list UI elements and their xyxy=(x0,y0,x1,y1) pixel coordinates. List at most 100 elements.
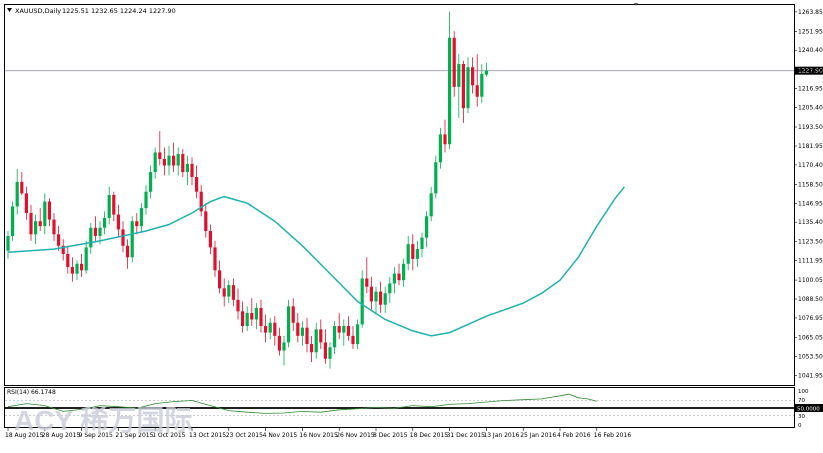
price-tick-label: 1065.05 xyxy=(798,334,823,341)
price-tick-label: 1170.40 xyxy=(798,162,823,169)
bullish-candle xyxy=(392,273,396,284)
bearish-candle xyxy=(259,308,263,327)
bullish-candle xyxy=(98,227,102,236)
bearish-candle xyxy=(443,134,447,145)
price-tick-label: 1041.95 xyxy=(798,372,823,379)
bearish-candle xyxy=(218,270,222,289)
bearish-candle xyxy=(305,327,309,345)
bearish-candle xyxy=(397,273,401,281)
bearish-candle xyxy=(121,229,125,246)
shift-marker-icon[interactable] xyxy=(634,3,638,6)
bearish-candle xyxy=(264,326,268,333)
bearish-candle xyxy=(277,335,281,351)
bearish-candle xyxy=(38,221,42,227)
price-tick-label: 1228.55 xyxy=(798,67,823,74)
rsi-title: RSI(14) 66.1748 xyxy=(7,389,56,396)
bullish-candle xyxy=(268,322,272,333)
bearish-candle xyxy=(195,176,199,192)
bearish-candle xyxy=(126,245,130,258)
bearish-candle xyxy=(181,154,185,173)
bullish-candle xyxy=(11,206,15,236)
bullish-candle xyxy=(300,327,304,336)
bearish-candle xyxy=(112,195,116,215)
ohlc-readout: 1225.51 1232.65 1224.24 1227.90 xyxy=(62,7,176,15)
price-tick-label: 1076.95 xyxy=(798,315,823,322)
collapse-triangle-icon[interactable] xyxy=(7,8,12,12)
bullish-candle xyxy=(425,216,429,238)
bearish-candle xyxy=(291,306,295,323)
bullish-candle xyxy=(43,201,47,227)
time-tick-label: 18 Aug 2015 xyxy=(5,432,44,439)
time-tick-label: 16 Nov 2015 xyxy=(299,432,338,439)
bullish-candle xyxy=(6,235,10,251)
bullish-candle xyxy=(457,63,461,87)
bearish-candle xyxy=(52,219,56,235)
bearish-candle xyxy=(24,193,28,214)
bearish-candle xyxy=(199,191,203,212)
bearish-candle xyxy=(80,263,84,271)
price-tick-label: 1216.95 xyxy=(798,86,823,93)
bullish-candle xyxy=(342,326,346,333)
bullish-candle xyxy=(434,162,438,194)
bullish-candle xyxy=(484,70,488,75)
symbol-title: XAUUSD,Daily xyxy=(15,7,61,15)
price-tick-label: 1193.50 xyxy=(798,124,823,131)
bullish-candle xyxy=(328,347,332,359)
time-tick-label: 8 Dec 2015 xyxy=(373,432,408,439)
bullish-candle xyxy=(448,37,452,145)
bearish-candle xyxy=(116,214,120,230)
bullish-candle xyxy=(356,324,360,345)
bullish-candle xyxy=(139,208,143,227)
bearish-candle xyxy=(310,344,314,353)
bullish-candle xyxy=(429,193,433,217)
price-tick-label: 1053.50 xyxy=(798,353,823,360)
rsi-level-box xyxy=(795,404,823,412)
bearish-candle xyxy=(452,37,456,87)
bearish-candle xyxy=(411,244,415,259)
bullish-candle xyxy=(438,134,442,163)
bearish-candle xyxy=(208,231,212,248)
bullish-candle xyxy=(103,217,107,228)
time-tick-label: 25 Jan 2016 xyxy=(520,432,556,439)
bearish-candle xyxy=(158,152,162,159)
bearish-candle xyxy=(135,221,139,227)
price-tick-label: 1088.50 xyxy=(798,296,823,303)
bearish-candle xyxy=(47,201,51,220)
bullish-candle xyxy=(314,329,318,353)
time-tick-label: 1 Oct 2015 xyxy=(152,432,185,439)
bearish-candle xyxy=(93,227,97,236)
bullish-candle xyxy=(466,67,470,109)
time-tick-label: 23 Oct 2015 xyxy=(226,432,263,439)
bullish-candle xyxy=(89,227,93,248)
bearish-candle xyxy=(475,85,479,97)
price-tick-label: 1135.40 xyxy=(798,219,823,226)
bullish-candle xyxy=(176,154,180,166)
bearish-candle xyxy=(241,311,245,327)
bullish-candle xyxy=(402,263,406,281)
bearish-candle xyxy=(351,335,355,345)
price-tick-label: 1181.95 xyxy=(798,143,823,150)
time-tick-label: 9 Sep 2015 xyxy=(79,432,113,439)
bearish-candle xyxy=(365,278,369,287)
bearish-candle xyxy=(70,267,74,274)
bearish-candle xyxy=(461,63,465,109)
bearish-candle xyxy=(346,326,350,336)
bearish-candle xyxy=(57,234,61,246)
time-tick-label: 28 Aug 2015 xyxy=(42,432,81,439)
current-price-label: 1227.90 xyxy=(798,68,823,75)
bullish-candle xyxy=(84,247,88,271)
price-tick-label: 1146.95 xyxy=(798,200,823,207)
time-tick-label: 13 Oct 2015 xyxy=(189,432,226,439)
bullish-candle xyxy=(374,291,378,302)
bullish-candle xyxy=(406,244,410,264)
rsi-tick-70: 70 xyxy=(798,398,805,404)
bullish-candle xyxy=(383,293,387,305)
time-tick-label: 4 Nov 2015 xyxy=(263,432,298,439)
time-tick-label: 26 Nov 2015 xyxy=(336,432,375,439)
bullish-candle xyxy=(480,73,484,97)
bearish-candle xyxy=(323,342,327,359)
bearish-candle xyxy=(319,329,323,343)
bullish-candle xyxy=(360,278,364,325)
